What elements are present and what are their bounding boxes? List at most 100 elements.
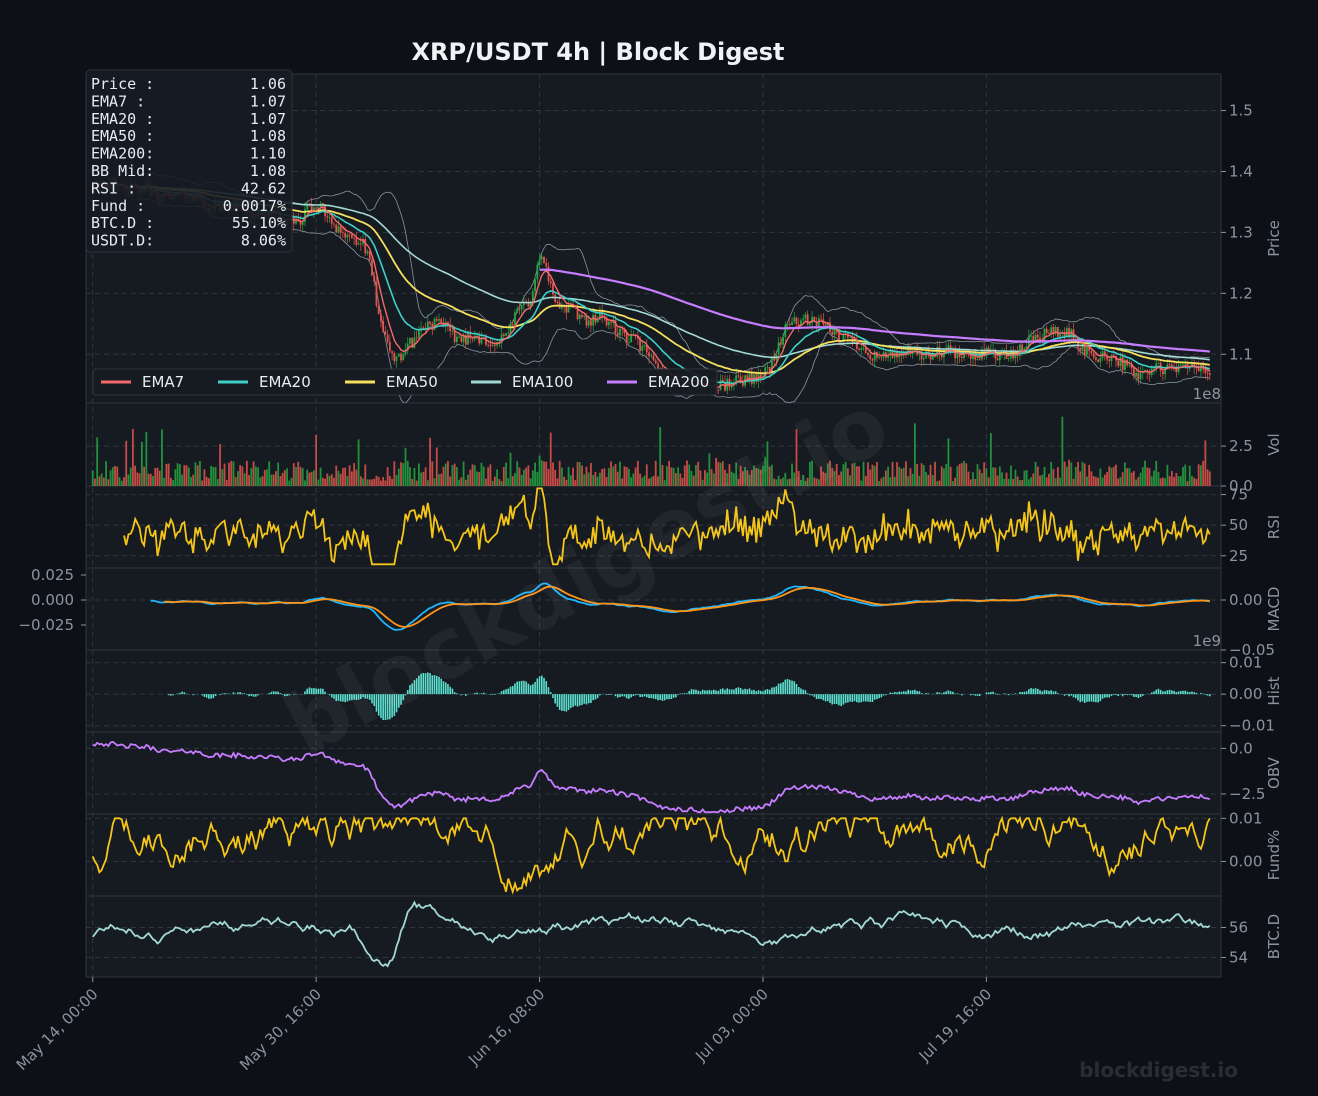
hist-bar (677, 694, 679, 695)
volume-bar (954, 477, 957, 486)
volume-bar (223, 463, 226, 486)
volume-bar (610, 461, 612, 486)
candle-body (1007, 358, 1010, 360)
candle-body (598, 311, 601, 320)
hist-bar (511, 686, 514, 695)
hist-bar (782, 682, 784, 695)
ylabel-vol: Vol (1265, 433, 1283, 455)
hist-bar (333, 694, 335, 699)
series-rsi (123, 487, 1211, 566)
hist-bar (523, 680, 525, 695)
volume-bar (596, 476, 599, 486)
volume-bar (94, 478, 96, 486)
volume-bar (768, 466, 771, 486)
volume-bar (730, 471, 733, 486)
candle-body (583, 315, 586, 317)
candle-body (373, 275, 376, 282)
hist-bar (518, 681, 521, 695)
volume-bar (426, 480, 429, 486)
volume-bar (536, 471, 539, 486)
volume-bar (978, 469, 981, 486)
candle-body (359, 243, 362, 245)
volume-bar (523, 469, 525, 486)
volume-bar (712, 473, 715, 486)
ylabel-fund: Fund% (1265, 830, 1283, 881)
volume-bar (648, 478, 650, 486)
candle-body (462, 335, 465, 342)
hist-bar (1088, 694, 1090, 702)
candle-body (947, 345, 950, 348)
hist-bar (328, 694, 331, 696)
candle-body (782, 336, 784, 345)
volume-bar (292, 463, 295, 486)
hist-bar (386, 694, 389, 720)
hist-bar (422, 672, 425, 695)
hist-bar (473, 693, 476, 695)
hist-bar (208, 694, 210, 699)
volume-bar (860, 480, 863, 486)
volume-bar (181, 474, 183, 486)
volume-bar (1094, 476, 1097, 486)
candle-body (628, 342, 630, 344)
volume-bar (1128, 468, 1131, 486)
volume-bar (813, 477, 816, 486)
volume-bar (1092, 475, 1095, 486)
volume-bar (654, 460, 657, 486)
hist-bar (1126, 694, 1128, 696)
hist-bar (943, 692, 945, 695)
ylabel-macd: MACD (1265, 587, 1283, 632)
candle-body (1097, 359, 1100, 362)
volume-bar (1166, 464, 1169, 486)
candle-body (862, 347, 865, 349)
volume-bar (489, 464, 492, 486)
hist-bar (748, 688, 751, 695)
volume-bar (449, 476, 452, 486)
volume-bar (420, 472, 423, 486)
volume-bar (315, 434, 318, 486)
hist-bar (431, 675, 434, 695)
hist-bar (1186, 691, 1189, 695)
hist-bar (1066, 694, 1068, 695)
ytick-label-fund: 0.00 (1229, 852, 1262, 870)
candle-body (478, 336, 481, 344)
hist-bar (936, 692, 939, 695)
hist-bar (377, 694, 380, 716)
candle-body (936, 347, 939, 357)
volume-bar (170, 477, 172, 486)
hist-bar (536, 678, 539, 695)
candle-body (940, 354, 943, 358)
volume-bar (183, 465, 186, 486)
volume-bar (878, 480, 881, 486)
volume-bar (688, 464, 691, 486)
hist-bar (947, 690, 950, 695)
volume-bar (686, 460, 688, 486)
volume-bar (272, 474, 275, 486)
hist-bar (755, 691, 758, 695)
series-macd (150, 582, 1210, 631)
hist-bar (804, 690, 807, 695)
candle-body (1182, 364, 1184, 366)
volume-bar (936, 481, 939, 486)
volume-bar (777, 475, 780, 486)
volume-bar (424, 467, 427, 486)
volume-bar (587, 472, 590, 486)
ytick-label-price: 1.5 (1229, 102, 1253, 120)
candle-body (717, 389, 720, 391)
info-value: 0.0017% (223, 197, 286, 215)
candle-body (784, 324, 787, 337)
volume-bar (263, 470, 266, 486)
hist-bar (592, 694, 594, 701)
hist-bar (1104, 694, 1106, 698)
hist-bar (393, 694, 396, 717)
volume-bar (295, 467, 297, 486)
candle-body (650, 355, 653, 357)
volume-bar (791, 463, 793, 486)
candle-body (750, 372, 753, 384)
volume-bar (666, 466, 668, 486)
candle-body (1106, 355, 1108, 360)
volume-bar (849, 475, 852, 486)
info-value: 1.10 (250, 145, 286, 163)
hist-bar (225, 693, 228, 695)
hist-bar (976, 694, 979, 696)
volume-bar (1108, 466, 1111, 486)
